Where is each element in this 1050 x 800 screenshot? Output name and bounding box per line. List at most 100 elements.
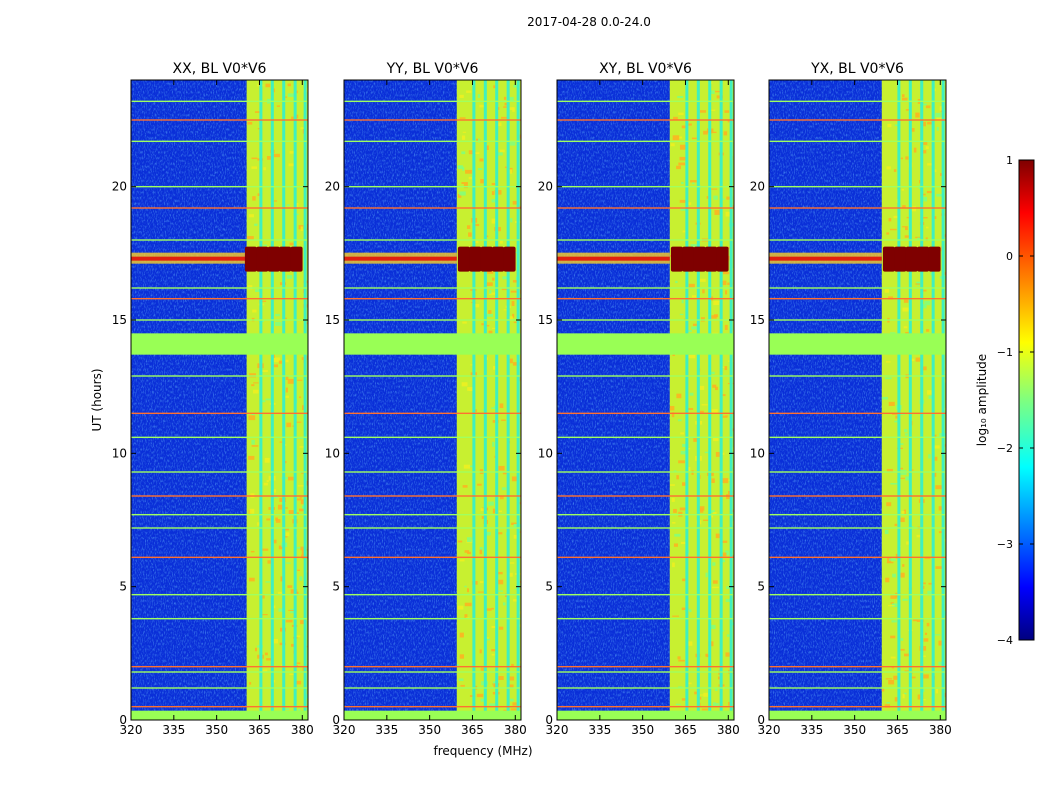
band-speckle	[895, 415, 899, 419]
band-speckle	[266, 658, 273, 661]
band-speckle	[888, 401, 895, 406]
band-speckle	[924, 632, 928, 635]
band-speckle	[698, 385, 705, 390]
colorbar-tick-label: −2	[997, 442, 1013, 455]
band-speckle	[912, 617, 918, 622]
band-speckle	[911, 206, 917, 212]
band-speckle	[278, 360, 282, 364]
band-speckle	[924, 300, 931, 306]
band-speckle	[513, 321, 520, 324]
band-speckle	[715, 90, 722, 93]
band-speckle	[266, 518, 271, 521]
band-speckle	[512, 313, 515, 318]
rfi-line	[131, 375, 308, 377]
band-speckle	[705, 572, 708, 578]
rfi-line	[769, 287, 946, 289]
band-speckle	[513, 599, 518, 602]
band-speckle	[676, 393, 682, 399]
band-speckle	[703, 519, 709, 521]
rfi-line	[344, 436, 521, 439]
band-speckle	[687, 123, 692, 126]
band-speckle	[467, 551, 471, 555]
band-speckle	[725, 211, 732, 217]
band-speckle	[681, 125, 687, 129]
colorbar-gradient	[1018, 159, 1035, 641]
band-speckle	[731, 509, 734, 513]
band-speckle	[502, 471, 508, 475]
band-speckle	[915, 112, 920, 118]
rfi-line	[131, 297, 308, 300]
band-speckle	[673, 116, 678, 120]
band-speckle	[891, 620, 897, 623]
band-speckle	[273, 489, 277, 493]
y-tick-label: 15	[750, 313, 765, 327]
channel-stripe	[303, 80, 307, 720]
band-speckle	[927, 390, 933, 395]
band-speckle	[288, 609, 294, 611]
band-speckle	[699, 508, 704, 513]
burst-block	[705, 246, 718, 272]
band-speckle	[888, 218, 892, 222]
panel-4: YX, BL V0*V6 320 335 350 365 380 0 5 10 15 20	[750, 61, 952, 737]
channel-stripe	[516, 80, 520, 720]
band-speckle	[902, 94, 905, 98]
x-tick-label: 335	[375, 723, 398, 737]
band-speckle	[724, 324, 728, 330]
band-speckle	[463, 183, 468, 189]
band-speckle	[925, 146, 929, 150]
y-tick-label: 15	[325, 313, 340, 327]
band-speckle	[722, 394, 726, 397]
y-tick-label: 10	[112, 446, 127, 460]
rfi-line	[131, 239, 308, 241]
band-speckle	[459, 191, 466, 196]
band-speckle	[886, 468, 893, 472]
band-speckle	[252, 309, 257, 313]
rfi-line	[769, 556, 946, 559]
band-speckle	[902, 205, 906, 208]
band-speckle	[251, 166, 258, 169]
band-speckle	[687, 329, 692, 333]
band-speckle	[902, 693, 905, 699]
band-speckle	[923, 674, 929, 679]
band-speckle	[285, 359, 289, 363]
band-speckle	[498, 510, 502, 513]
colorbar-tick-label: −4	[997, 634, 1013, 647]
band-speckle	[290, 608, 296, 614]
band-speckle	[711, 624, 716, 630]
band-speckle	[254, 289, 262, 292]
band-speckle	[295, 421, 302, 423]
band-speckle	[725, 598, 733, 602]
band-speckle	[944, 444, 946, 447]
band-speckle	[938, 640, 945, 646]
band-speckle	[904, 433, 909, 436]
band-speckle	[690, 180, 697, 183]
burst-block	[882, 246, 895, 272]
rfi-line	[344, 617, 521, 620]
rfi-line	[344, 671, 521, 673]
band-speckle	[510, 218, 513, 223]
band-speckle	[507, 96, 514, 102]
band-speckle	[306, 694, 308, 699]
axes-frame	[343, 79, 522, 721]
band-speckle	[492, 327, 497, 329]
rfi-line	[769, 705, 946, 708]
band-speckle	[249, 508, 255, 514]
band-speckle	[299, 508, 304, 512]
rfi-line	[131, 319, 308, 321]
band-speckle	[510, 142, 516, 146]
band-speckle	[265, 398, 272, 401]
band-speckle	[464, 585, 467, 588]
band-speckle	[479, 104, 484, 108]
band-speckle	[922, 688, 925, 692]
band-speckle	[721, 478, 729, 484]
band-speckle	[881, 396, 889, 400]
band-speckle	[498, 465, 505, 471]
rfi-line	[344, 687, 521, 689]
band-speckle	[669, 405, 675, 411]
band-speckle	[286, 422, 292, 428]
band-speckle	[488, 290, 492, 294]
rfi-line	[769, 671, 946, 673]
band-speckle	[903, 692, 907, 695]
